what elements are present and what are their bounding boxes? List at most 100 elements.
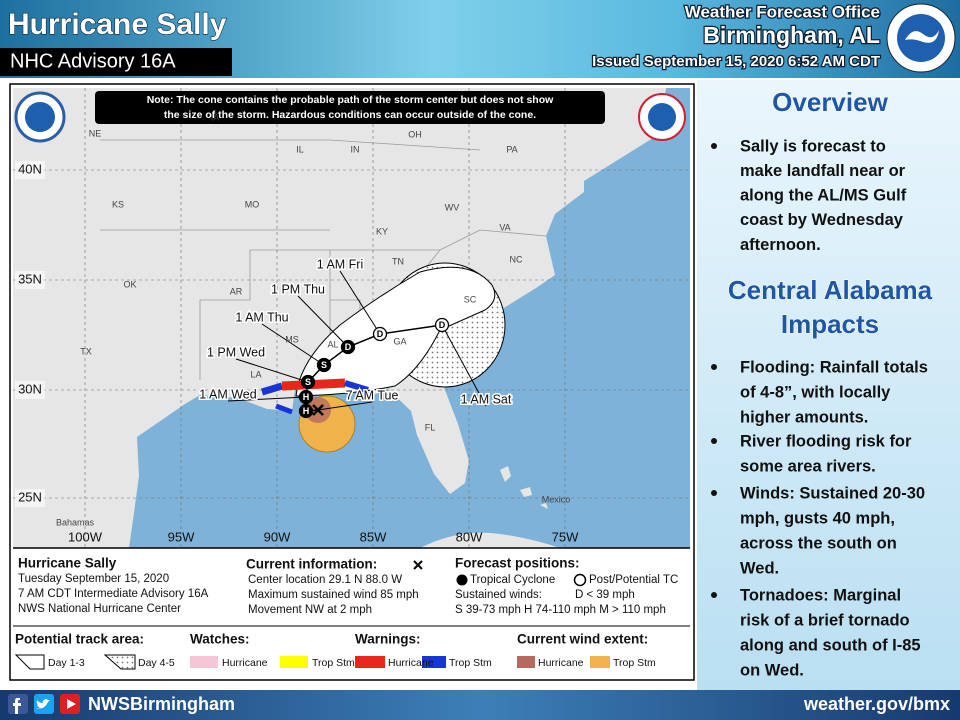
state-label: AR [230,286,243,296]
bahamas-islands [500,466,548,509]
bullet [711,592,717,598]
location: Birmingham, AL [703,22,880,48]
impact-text: Wed. [740,559,779,577]
overview-text: afternoon. [740,236,821,254]
nws-logo [886,3,956,73]
time-label: 7 AM Tue [346,388,399,402]
bullet [711,364,717,370]
footer-band [0,690,960,720]
lon-label: 75W [552,529,579,544]
cone-note: the size of the storm. Hazardous conditi… [164,109,536,121]
legend-section: Watches: [190,632,250,647]
storm-symbol-letter: H [303,392,310,402]
time-leaders [227,270,487,411]
storm-symbol-letter: H [303,406,310,416]
footer-handle: NWSBirmingham [88,694,235,714]
legend-line: Center location 29.1 N 88.0 W [248,574,402,586]
storm-symbol [298,403,314,419]
office: Weather Forecast Office [685,2,880,21]
impact-text: Winds: Sustained 20-30 [740,484,925,502]
state-label: PA [506,144,517,154]
bullet [711,490,717,496]
time-leader [261,323,325,366]
time-leader [317,401,373,411]
state-label: FL [425,422,436,432]
current-position [312,404,324,416]
legend-forecast-title: Forecast positions: [455,556,580,571]
legend-item: Trop Stm [312,657,355,669]
title: Hurricane Sally [8,8,227,41]
time-leader [339,270,381,335]
impact-text: on Wed. [740,661,804,679]
legend-storm: Hurricane Sally [18,556,117,571]
storm-symbol-letter: D [345,342,352,352]
state-label: IN [351,144,360,154]
storm-symbol [298,389,314,405]
state-label: Bahamas [56,517,95,527]
legend-line: Tuesday September 15, 2020 [18,573,169,585]
impact-text: of 4-8”, with locally [740,383,891,401]
overview-text: along the AL/MS Gulf [740,187,907,205]
storm-symbol [434,317,450,333]
legend-current-title: Current information: [246,557,377,572]
bullet [711,438,717,444]
legend-item: Day 1-3 [48,657,85,669]
lat-label-bg [15,271,45,289]
lon-label: 90W [264,529,291,544]
lon-label: 85W [360,529,387,544]
legend-item: Hurricane [222,657,268,669]
overview-text: Sally is forecast to [740,137,886,155]
lat-label-bg [15,381,45,399]
state-label: AL [327,339,338,349]
storm-symbol-letter: S [321,360,327,370]
social-icons[interactable] [8,694,80,714]
state-label: KS [112,199,124,209]
time-leader [297,295,349,348]
cuba [420,532,560,548]
state-label: Mexico [542,494,571,504]
lat-label: 25N [18,489,42,504]
lat-label: 35N [18,271,42,286]
legend-swatches [14,560,610,670]
state-label: IA [211,112,220,122]
time-label: 1 PM Wed [207,345,265,359]
impact-text: higher amounts. [740,408,868,426]
impact-text: across the south on [740,534,897,552]
state-label: TX [80,346,92,356]
legend-item: Trop Stm [449,657,492,669]
overview-text: coast by Wednesday [740,211,904,229]
lon-label: 95W [168,529,195,544]
lat-label-bg [15,489,45,507]
impact-text: risk of a brief tornado [740,611,910,629]
impacts-heading: Impacts [781,309,879,339]
footer-url: weather.gov/bmx [803,694,950,714]
impact-text: Flooding: Rainfall totals [740,358,928,376]
impact-text: River flooding risk for [740,432,912,450]
lat-label: 40N [18,161,42,176]
lat-label-bg [15,161,45,179]
overview-heading: Overview [772,87,888,117]
storm-symbol-letter: S [305,377,311,387]
issued: Issued September 15, 2020 6:52 AM CDT [592,53,880,70]
legend-sustained-line: S 39-73 mph H 74-110 mph M > 110 mph [455,604,666,616]
storm-symbol-letter: D [377,329,384,339]
state-label: WV [445,202,460,212]
legend-section: Warnings: [355,632,421,647]
impact-text: mph, gusts 40 mph, [740,509,895,527]
storm-symbol [300,374,316,390]
time-leader [227,396,307,402]
state-label: KY [376,226,388,236]
lat-label: 30N [18,381,42,396]
state-label: NE [89,128,102,138]
legend-line: 7 AM CDT Intermediate Advisory 16A [18,588,209,600]
state-label: LA [250,369,261,379]
impacts-heading: Central Alabama [728,275,933,305]
subtitle: NHC Advisory 16A [10,50,176,72]
legend-sustained: Sustained winds: [455,589,542,601]
time-leader [235,358,309,383]
time-label: 1 AM Fri [317,257,364,271]
ocean [129,88,690,548]
nws-map-logo [638,93,686,141]
impact-text: some area rivers. [740,457,876,475]
